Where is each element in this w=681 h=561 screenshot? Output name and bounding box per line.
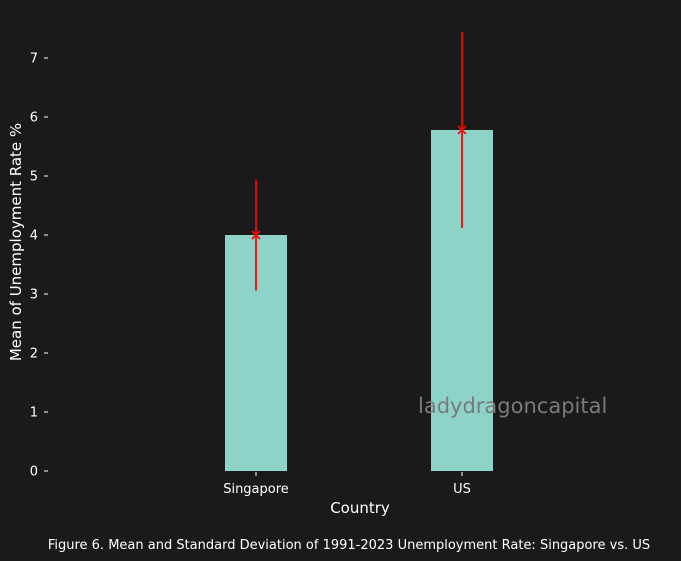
y-tick-label: 2 [30, 347, 38, 362]
x-axis: Singapore US [223, 472, 471, 497]
y-tick-label: 4 [30, 229, 38, 244]
y-tick-label: 0 [30, 465, 38, 480]
mean-marker-us [457, 125, 467, 135]
y-tick-label: 5 [30, 170, 38, 185]
mean-marker-singapore [251, 230, 261, 240]
x-tick-label: Singapore [223, 482, 289, 497]
bars [225, 129, 493, 472]
y-axis-label: Mean of Unemployment Rate % [7, 123, 25, 361]
watermark: ladydragoncapital [418, 394, 607, 418]
y-axis: 0 1 2 3 4 5 6 7 [30, 52, 48, 480]
y-tick-label: 6 [30, 111, 38, 126]
y-tick-label: 3 [30, 288, 38, 303]
error-bars [251, 32, 467, 291]
figure-caption: Figure 6. Mean and Standard Deviation of… [48, 538, 650, 553]
y-tick-label: 1 [30, 406, 38, 421]
x-axis-label: Country [330, 499, 390, 517]
y-tick-label: 7 [30, 52, 38, 67]
x-tick-label: US [453, 482, 471, 497]
